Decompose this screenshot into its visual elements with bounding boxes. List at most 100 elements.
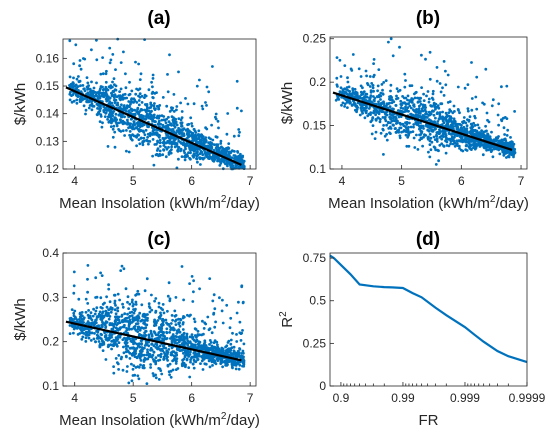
scatter-point xyxy=(168,128,172,131)
scatter-point xyxy=(171,318,175,322)
scatter-point xyxy=(102,91,105,95)
scatter-point xyxy=(470,148,473,152)
scatter-point xyxy=(104,72,108,76)
scatter-point xyxy=(169,123,173,127)
scatter-point xyxy=(192,152,196,156)
scatter-point xyxy=(474,95,478,99)
scatter-point xyxy=(121,338,125,341)
x-tick-label: 7 xyxy=(247,391,254,405)
scatter-point xyxy=(182,298,186,302)
scatter-point xyxy=(92,307,95,311)
scatter-point xyxy=(406,135,410,139)
scatter-point xyxy=(145,106,149,110)
scatter-point xyxy=(99,337,103,340)
scatter-point xyxy=(346,106,349,109)
scatter-point xyxy=(366,83,370,87)
scatter-point xyxy=(141,313,145,316)
scatter-point xyxy=(124,287,128,291)
scatter-point xyxy=(216,143,220,147)
scatter-point xyxy=(338,58,342,62)
scatter-point xyxy=(369,120,373,124)
scatter-point xyxy=(486,118,489,122)
scatter-point xyxy=(126,349,130,353)
scatter-point xyxy=(153,324,156,327)
scatter-point xyxy=(179,338,183,342)
scatter-point xyxy=(90,91,94,95)
scatter-point xyxy=(116,361,119,364)
scatter-point xyxy=(174,314,178,317)
scatter-point xyxy=(451,127,455,131)
y-tick-label: 0.3 xyxy=(42,290,59,304)
scatter-point xyxy=(180,110,184,113)
minor-ticks xyxy=(343,383,509,386)
scatter-point xyxy=(86,81,90,85)
scatter-point xyxy=(363,95,366,98)
scatter-point xyxy=(394,104,398,107)
scatter-point xyxy=(345,100,349,104)
scatter-point xyxy=(132,134,136,138)
scatter-point xyxy=(174,323,178,326)
scatter-point xyxy=(170,339,174,343)
scatter-point xyxy=(196,358,200,361)
scatter-point xyxy=(99,271,102,275)
scatter-point xyxy=(168,325,172,328)
scatter-point xyxy=(159,306,163,310)
scatter-point xyxy=(510,144,514,148)
scatter-point xyxy=(221,365,225,369)
scatter-point xyxy=(100,125,104,129)
scatter-point xyxy=(187,151,190,155)
scatter-point xyxy=(94,93,98,97)
scatter-point xyxy=(239,339,243,342)
scatter-point xyxy=(150,308,154,312)
scatter-point xyxy=(432,145,436,149)
scatter-point xyxy=(434,116,437,120)
scatter-point xyxy=(156,359,160,362)
scatter-point xyxy=(395,94,398,98)
y-tick-label: 0.25 xyxy=(303,336,327,350)
scatter-point xyxy=(469,132,472,136)
scatter-point xyxy=(121,368,125,372)
scatter-point xyxy=(490,145,494,149)
scatter-point xyxy=(193,145,197,149)
scatter-point xyxy=(343,105,346,108)
scatter-point xyxy=(388,131,391,135)
scatter-point xyxy=(143,123,146,126)
scatter-point xyxy=(428,50,432,54)
scatter-point xyxy=(383,104,386,107)
y-tick-label: 0.25 xyxy=(303,32,327,46)
scatter-point xyxy=(394,115,397,119)
scatter-point xyxy=(81,98,84,102)
scatter-point xyxy=(105,69,108,73)
scatter-point xyxy=(424,57,427,61)
scatter-point xyxy=(399,106,403,110)
scatter-point xyxy=(155,104,159,108)
scatter-point xyxy=(200,150,204,154)
y-tick-label: 0.75 xyxy=(303,251,327,265)
scatter-point xyxy=(168,141,172,145)
scatter-point xyxy=(68,75,72,79)
scatter-point xyxy=(462,116,466,119)
scatter-point xyxy=(151,90,155,94)
scatter-point xyxy=(446,123,450,127)
fit-line xyxy=(65,320,242,362)
scatter-point xyxy=(139,359,143,362)
scatter-point xyxy=(145,103,149,106)
scatter-point xyxy=(193,320,197,324)
scatter-point xyxy=(446,119,450,122)
scatter-point xyxy=(169,375,173,379)
scatter-point xyxy=(167,145,170,149)
scatter-point xyxy=(113,145,117,149)
scatter-point xyxy=(478,142,482,145)
scatter-point xyxy=(476,123,480,127)
scatter-point xyxy=(157,115,161,118)
scatter-point xyxy=(132,316,136,320)
scatter-point xyxy=(86,313,90,317)
scatter-point xyxy=(196,329,200,333)
scatter-point xyxy=(175,105,179,108)
scatter-point xyxy=(208,277,212,280)
scatter-point xyxy=(91,89,94,93)
scatter-point xyxy=(146,316,149,320)
scatter-point xyxy=(161,136,165,140)
scatter-point xyxy=(427,97,431,101)
scatter-point xyxy=(94,309,98,313)
